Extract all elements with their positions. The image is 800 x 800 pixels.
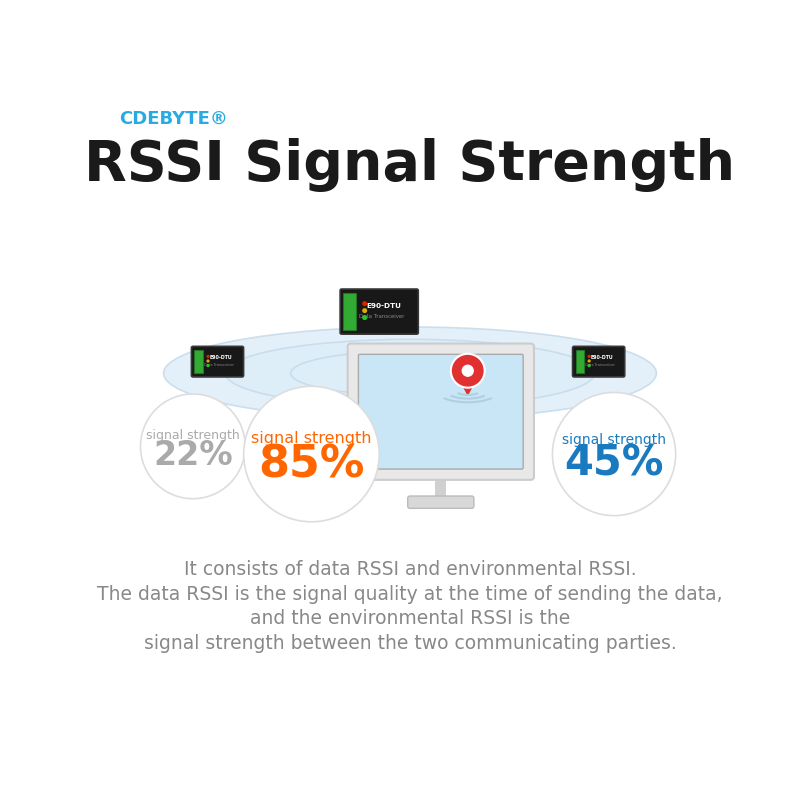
Bar (343, 293, 356, 330)
Polygon shape (306, 488, 362, 510)
Text: signal strength: signal strength (146, 429, 240, 442)
Text: E90-DTU: E90-DTU (590, 355, 614, 360)
Circle shape (206, 354, 210, 358)
Text: signal strength: signal strength (562, 433, 666, 447)
Text: 45%: 45% (564, 442, 664, 484)
Circle shape (362, 308, 367, 313)
Ellipse shape (226, 339, 594, 407)
Text: 22%: 22% (153, 439, 233, 472)
Circle shape (206, 359, 210, 362)
Circle shape (206, 364, 210, 367)
Text: E90-DTU: E90-DTU (366, 302, 402, 309)
Circle shape (362, 301, 367, 306)
Text: signal strength between the two communicating parties.: signal strength between the two communic… (144, 634, 676, 653)
FancyBboxPatch shape (348, 343, 534, 480)
Text: Data Transceiver: Data Transceiver (204, 363, 234, 367)
Text: signal strength: signal strength (251, 431, 372, 446)
Text: 85%: 85% (258, 443, 365, 486)
Bar (576, 350, 584, 373)
Circle shape (553, 393, 676, 516)
FancyBboxPatch shape (191, 346, 243, 377)
Ellipse shape (290, 351, 530, 395)
Polygon shape (189, 478, 224, 490)
Circle shape (462, 365, 474, 377)
Text: CDEBYTE®: CDEBYTE® (119, 110, 228, 128)
Circle shape (141, 394, 246, 498)
Text: Data Transceiver: Data Transceiver (585, 363, 615, 367)
Circle shape (587, 364, 590, 367)
Circle shape (587, 359, 590, 362)
FancyBboxPatch shape (408, 496, 474, 508)
Circle shape (587, 354, 590, 358)
Polygon shape (458, 378, 477, 396)
Bar (194, 350, 203, 373)
Ellipse shape (163, 327, 656, 419)
Circle shape (451, 354, 485, 388)
Text: E90-DTU: E90-DTU (210, 355, 232, 360)
Circle shape (244, 386, 379, 522)
Text: and the environmental RSSI is the: and the environmental RSSI is the (250, 610, 570, 628)
Text: The data RSSI is the signal quality at the time of sending the data,: The data RSSI is the signal quality at t… (97, 585, 723, 604)
Text: RSSI Signal Strength: RSSI Signal Strength (85, 138, 735, 192)
Text: It consists of data RSSI and environmental RSSI.: It consists of data RSSI and environment… (184, 560, 636, 579)
Bar (435, 477, 446, 498)
Circle shape (362, 315, 367, 320)
Text: Data Transceiver: Data Transceiver (358, 314, 404, 319)
FancyBboxPatch shape (358, 354, 523, 469)
FancyBboxPatch shape (573, 346, 625, 377)
FancyBboxPatch shape (340, 289, 418, 334)
Polygon shape (572, 488, 618, 505)
